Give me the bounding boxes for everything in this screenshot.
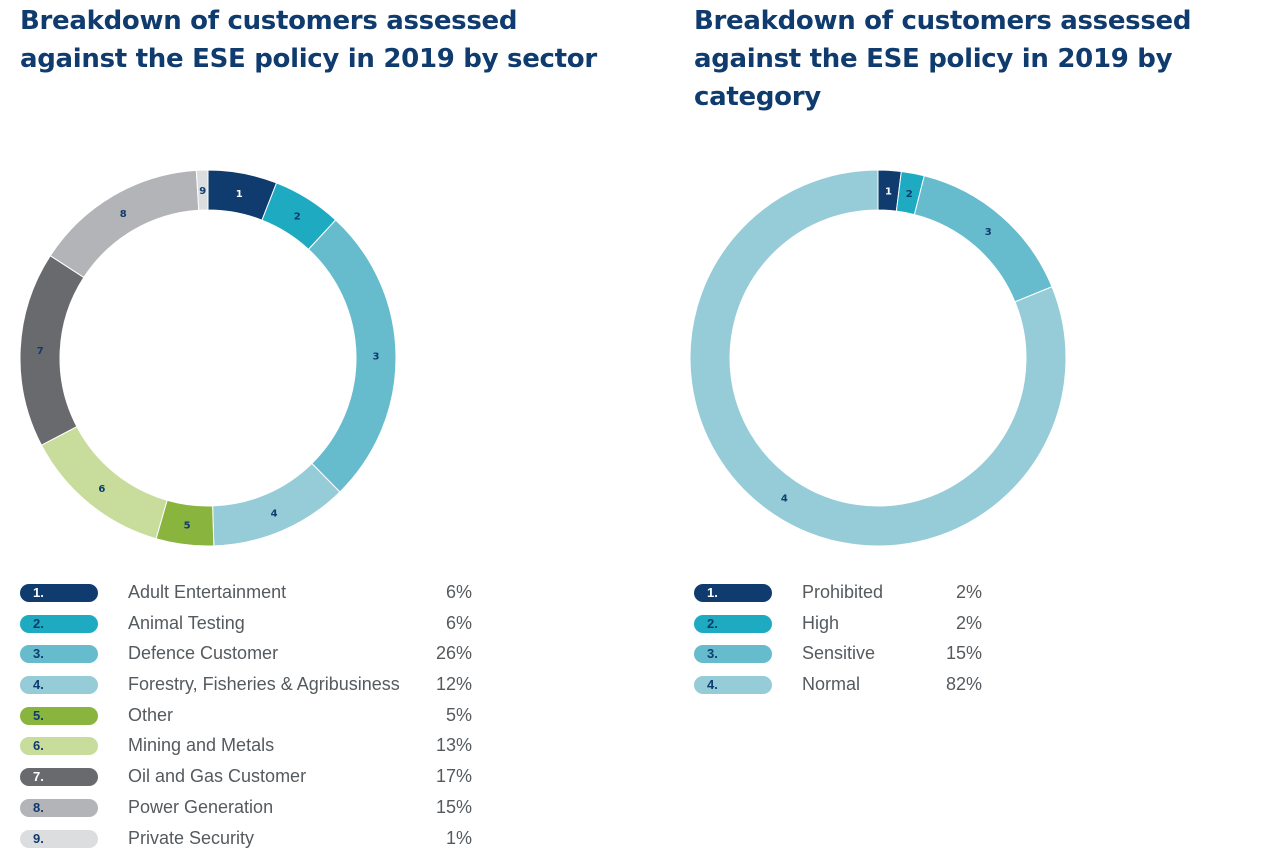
legend-swatch: 2. — [694, 614, 772, 633]
legend-value: 17% — [435, 766, 472, 787]
donut-segment-label-6: 6 — [98, 484, 105, 495]
legend-swatch: 3. — [694, 645, 772, 664]
legend-label: Forestry, Fisheries & Agribusiness — [128, 674, 400, 695]
legend-value: 6% — [445, 612, 472, 633]
legend-label: Mining and Metals — [128, 735, 275, 756]
donut-segment-label-1: 1 — [236, 189, 243, 200]
donut-segment-label-8: 8 — [120, 209, 127, 220]
legend-item: 6. Mining and Metals 13% — [20, 730, 490, 761]
legend-item: 8. Power Generation 15% — [20, 792, 490, 823]
legend-item: 3. Sensitive 15% — [694, 638, 994, 669]
donut-segment-label-1: 1 — [885, 186, 892, 197]
legend-swatch: 4. — [694, 676, 772, 695]
category-chart-title: Breakdown of customers assessed against … — [694, 6, 1192, 112]
legend-value: 12% — [435, 674, 472, 695]
donut-segment-3 — [913, 175, 1053, 303]
legend-label: Animal Testing — [128, 612, 245, 633]
legend-value: 2% — [955, 582, 982, 602]
donut-segment-6 — [40, 425, 168, 540]
donut-segment-label-3: 3 — [985, 227, 992, 238]
legend-item: 7. Oil and Gas Customer 17% — [20, 761, 490, 792]
donut-segment-label-4: 4 — [781, 494, 788, 505]
legend-swatch: 9. — [20, 829, 98, 848]
donut-segment-label-2: 2 — [906, 189, 913, 200]
donut-segment-4 — [689, 169, 1067, 547]
donut-segment-7 — [19, 254, 85, 446]
legend-label: Other — [128, 704, 174, 725]
legend-swatch: 4. — [20, 676, 98, 695]
donut-segment-label-3: 3 — [372, 351, 379, 362]
legend-item: 4. Normal 82% — [694, 669, 994, 700]
donut-segment-8 — [49, 169, 200, 279]
legend-label: Normal — [802, 674, 861, 695]
legend-swatch: 7. — [20, 768, 98, 787]
legend-swatch: 6. — [20, 737, 98, 756]
sector-donut-chart: 1 2 3 4 5 6 7 8 9 — [19, 169, 397, 547]
legend-label: Adult Entertainment — [128, 582, 287, 602]
category-legend: 1. Prohibited 2% 2. High 2% 3. Sensitive 15% 4. No… — [694, 577, 994, 700]
category-chart-panel: Breakdown of customers assessed against … — [640, 0, 1280, 857]
donut-segment-label-5: 5 — [184, 521, 191, 532]
legend-value: 13% — [435, 735, 472, 756]
legend-label: Defence Customer — [128, 643, 279, 664]
legend-label: Oil and Gas Customer — [128, 766, 307, 787]
donut-segment-label-7: 7 — [37, 346, 44, 357]
category-donut-chart: 1 2 3 4 — [689, 169, 1067, 547]
legend-item: 4. Forestry, Fisheries & Agribusiness 12% — [20, 669, 490, 700]
sector-legend: 1. Adult Entertainment 6% 2. Animal Testing 6… — [20, 577, 490, 853]
sector-chart-panel: Breakdown of customers assessed against … — [19, 6, 597, 853]
legend-value: 26% — [435, 643, 472, 664]
donut-segment-9 — [195, 169, 209, 211]
legend-swatch: 2. — [20, 614, 98, 633]
legend-swatch: 5. — [20, 706, 98, 725]
legend-value: 15% — [945, 643, 982, 664]
legend-value: 2% — [955, 612, 982, 633]
legend-item: 9. Private Security 1% — [20, 823, 490, 854]
legend-value: 82% — [945, 674, 982, 695]
legend-value: 5% — [445, 704, 472, 725]
donut-segment-label-2: 2 — [294, 212, 301, 223]
legend-item: 1. Adult Entertainment 6% — [20, 577, 490, 608]
legend-label: High — [802, 612, 840, 633]
legend-swatch: 1. — [694, 584, 772, 602]
donut-segment-4 — [212, 462, 341, 547]
legend-item: 1. Prohibited 2% — [694, 577, 994, 608]
donut-segment-label-4: 4 — [271, 508, 278, 519]
donut-segment-label-9: 9 — [199, 186, 206, 197]
legend-swatch: 3. — [20, 645, 98, 664]
legend-value: 15% — [435, 796, 472, 817]
legend-label: Private Security — [128, 827, 255, 848]
legend-value: 1% — [445, 827, 472, 848]
donut-segment-3 — [307, 219, 397, 493]
legend-item: 5. Other 5% — [20, 700, 490, 731]
legend-label: Sensitive — [802, 643, 876, 664]
legend-label: Prohibited — [802, 582, 884, 602]
legend-item: 2. High 2% — [694, 608, 994, 639]
legend-item: 3. Defence Customer 26% — [20, 638, 490, 669]
legend-label: Power Generation — [128, 796, 274, 817]
sector-chart-title: Breakdown of customers assessed against … — [20, 6, 597, 74]
legend-item: 2. Animal Testing 6% — [20, 608, 490, 639]
legend-value: 6% — [445, 582, 472, 602]
legend-swatch: 8. — [20, 798, 98, 817]
legend-swatch: 1. — [20, 584, 98, 602]
